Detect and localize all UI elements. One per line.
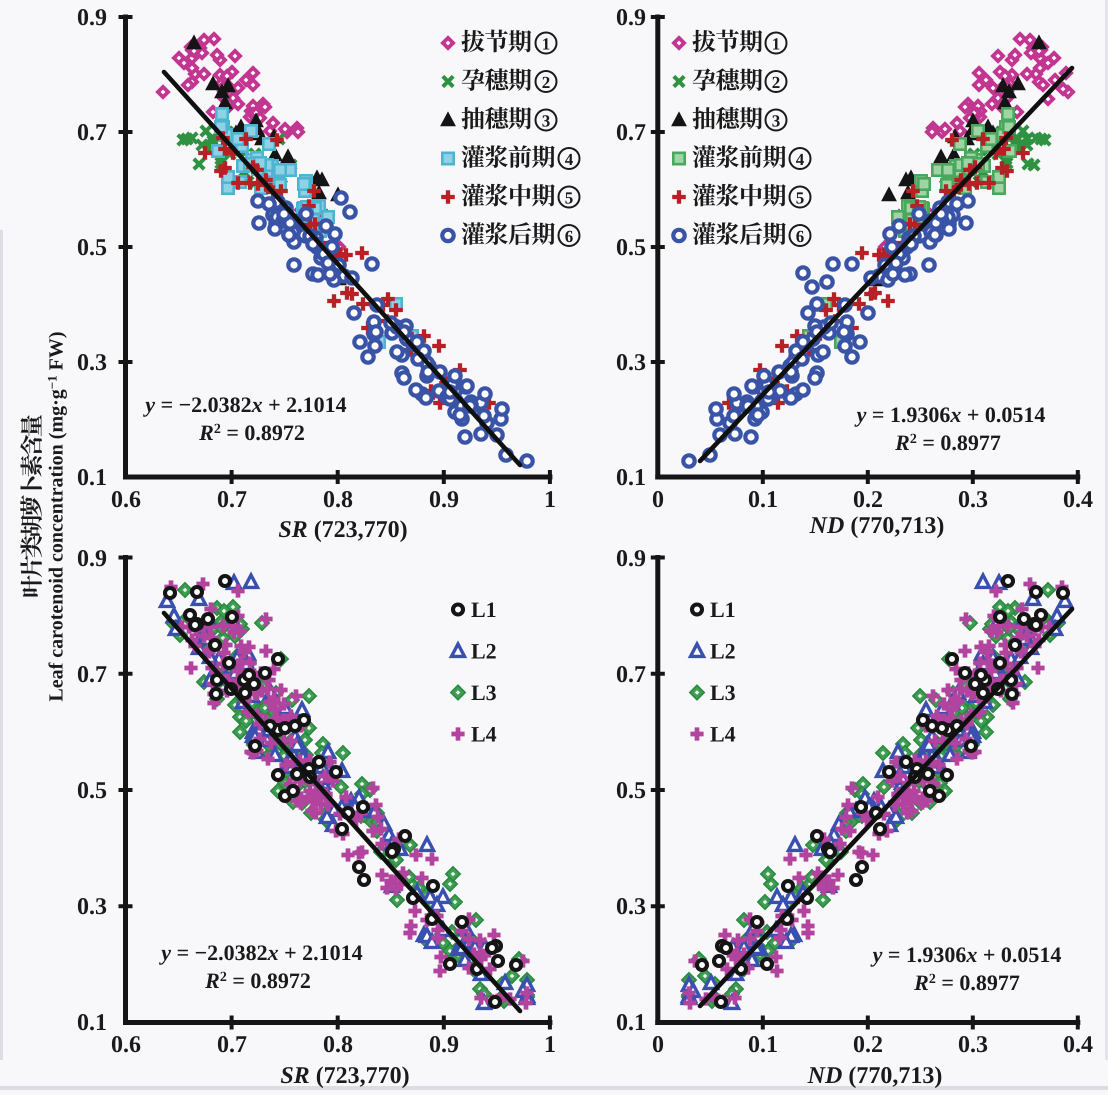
svg-text:0.7: 0.7: [217, 487, 247, 513]
svg-text:0.1: 0.1: [77, 1010, 107, 1036]
svg-text:0.2: 0.2: [853, 1032, 883, 1058]
svg-text:0.6: 0.6: [111, 1032, 141, 1058]
svg-text:SR (723,770): SR (723,770): [280, 1063, 409, 1089]
svg-text:0.5: 0.5: [77, 235, 107, 261]
svg-text:1: 1: [544, 487, 556, 513]
svg-text:0.4: 0.4: [1063, 1032, 1093, 1058]
svg-text:L1: L1: [710, 597, 736, 622]
svg-text:R2 = 0.8977: R2 = 0.8977: [894, 430, 1001, 455]
svg-text:R2 = 0.8972: R2 = 0.8972: [198, 420, 305, 445]
svg-text:3: 3: [542, 112, 551, 131]
svg-text:y = 1.9306x + 0.0514: y = 1.9306x + 0.0514: [854, 402, 1046, 427]
svg-text:L3: L3: [471, 680, 497, 705]
svg-text:3: 3: [772, 112, 781, 131]
svg-text:y = −2.0382x + 2.1014: y = −2.0382x + 2.1014: [142, 392, 346, 417]
svg-text:0.5: 0.5: [616, 778, 646, 804]
svg-text:L2: L2: [471, 639, 497, 664]
svg-text:SR (723,770): SR (723,770): [278, 517, 407, 543]
svg-text:1: 1: [542, 35, 551, 54]
svg-text:0.3: 0.3: [958, 487, 988, 513]
svg-text:0: 0: [652, 1032, 664, 1058]
svg-text:0.9: 0.9: [429, 1032, 459, 1058]
svg-text:0.2: 0.2: [853, 487, 883, 513]
svg-text:ND (770,713): ND (770,713): [809, 513, 945, 539]
svg-text:y = 1.9306x + 0.0514: y = 1.9306x + 0.0514: [870, 942, 1062, 967]
svg-text:0.3: 0.3: [958, 1032, 988, 1058]
svg-text:0.8: 0.8: [323, 1032, 353, 1058]
svg-text:0.8: 0.8: [323, 487, 353, 513]
svg-text:1: 1: [772, 35, 781, 54]
svg-text:5: 5: [796, 189, 805, 208]
svg-text:0.1: 0.1: [616, 465, 646, 491]
svg-text:0.4: 0.4: [1063, 487, 1093, 513]
svg-text:R2 = 0.8972: R2 = 0.8972: [204, 968, 311, 993]
svg-text:0: 0: [652, 487, 664, 513]
svg-text:0.3: 0.3: [616, 894, 646, 920]
svg-text:0.7: 0.7: [616, 120, 646, 146]
svg-text:0.1: 0.1: [748, 1032, 778, 1058]
svg-text:0.3: 0.3: [77, 894, 107, 920]
svg-text:0.9: 0.9: [429, 487, 459, 513]
svg-text:0.9: 0.9: [616, 546, 646, 572]
svg-text:2: 2: [772, 73, 781, 92]
svg-text:0.6: 0.6: [111, 487, 141, 513]
svg-text:0.9: 0.9: [616, 5, 646, 31]
svg-text:2: 2: [542, 73, 551, 92]
svg-text:L2: L2: [710, 639, 736, 664]
svg-text:0.1: 0.1: [616, 1010, 646, 1036]
svg-text:L3: L3: [710, 680, 736, 705]
svg-text:6: 6: [796, 227, 805, 246]
svg-text:5: 5: [565, 189, 574, 208]
svg-text:6: 6: [565, 227, 574, 246]
svg-text:0.7: 0.7: [77, 662, 107, 688]
svg-text:0.9: 0.9: [77, 546, 107, 572]
svg-text:R2 = 0.8977: R2 = 0.8977: [913, 970, 1020, 995]
svg-text:0.1: 0.1: [748, 487, 778, 513]
svg-text:0.3: 0.3: [616, 350, 646, 376]
svg-text:0.7: 0.7: [217, 1032, 247, 1058]
svg-text:0.5: 0.5: [77, 778, 107, 804]
svg-text:L1: L1: [471, 597, 497, 622]
svg-text:ND (770,713): ND (770,713): [807, 1063, 943, 1089]
svg-text:1: 1: [544, 1032, 556, 1058]
svg-text:0.3: 0.3: [77, 350, 107, 376]
svg-text:0.5: 0.5: [616, 235, 646, 261]
svg-text:L4: L4: [471, 722, 497, 747]
svg-text:y = −2.0382x + 2.1014: y = −2.0382x + 2.1014: [158, 940, 362, 965]
svg-text:Leaf carotenoid concentration: Leaf carotenoid concentration (mg·g−1 FW…: [45, 331, 68, 701]
svg-text:0.1: 0.1: [77, 465, 107, 491]
svg-text:0.9: 0.9: [77, 5, 107, 31]
svg-text:L4: L4: [710, 722, 736, 747]
svg-text:0.7: 0.7: [616, 662, 646, 688]
svg-text:4: 4: [565, 150, 574, 169]
svg-text:4: 4: [796, 150, 805, 169]
svg-text:0.7: 0.7: [77, 120, 107, 146]
